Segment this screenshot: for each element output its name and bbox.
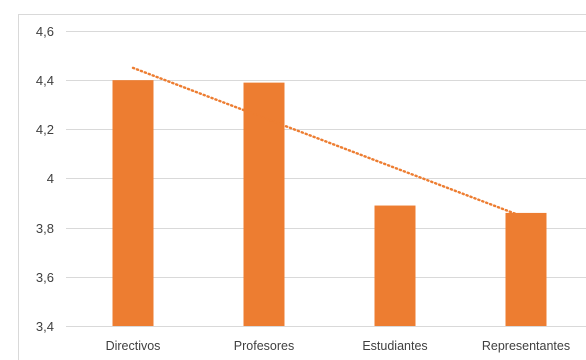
- bar-directivos: [112, 80, 154, 327]
- x-category-label: Directivos: [106, 339, 161, 353]
- x-category-label: Representantes: [482, 339, 570, 353]
- bar-representantes: [505, 212, 547, 326]
- y-tick-label: 3,4: [36, 319, 54, 334]
- chart-frame: [18, 14, 586, 360]
- y-axis-tick-labels: 3,4 3,6 3,8 4 4,2 4,4 4,6: [36, 24, 54, 334]
- bars: [112, 80, 547, 327]
- trendline: [131, 66, 528, 220]
- y-tick-label: 4,4: [36, 73, 54, 88]
- trendline-group: [131, 66, 528, 220]
- x-category-label: Estudiantes: [362, 339, 427, 353]
- y-tick-label: 3,6: [36, 270, 54, 285]
- bar-profesores: [243, 82, 285, 326]
- bar-estudiantes: [374, 205, 416, 326]
- y-tick-label: 4,6: [36, 24, 54, 39]
- y-tick-label: 4: [47, 171, 54, 186]
- x-category-label: Profesores: [234, 339, 294, 353]
- gridlines: [66, 31, 586, 327]
- y-tick-label: 3,8: [36, 221, 54, 236]
- y-tick-label: 4,2: [36, 122, 54, 137]
- x-axis-category-labels: Directivos Profesores Estudiantes Represent…: [106, 339, 571, 353]
